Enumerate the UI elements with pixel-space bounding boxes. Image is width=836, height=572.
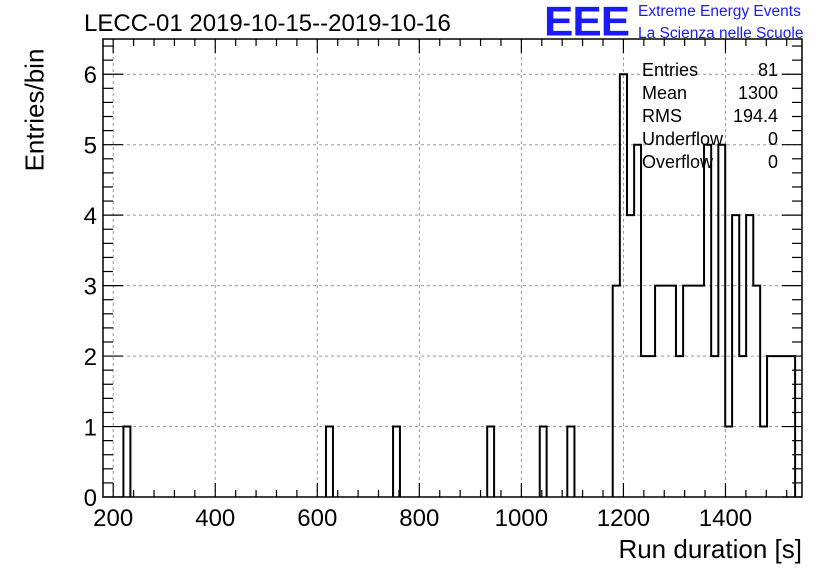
x-tick-label: 400 bbox=[195, 505, 235, 532]
histogram-bin bbox=[634, 145, 641, 497]
x-tick-label: 1000 bbox=[495, 505, 548, 532]
chart-title: LECC-01 2019-10-15--2019-10-16 bbox=[84, 10, 451, 37]
logo-line-2: La Scienza nelle Scuole bbox=[638, 25, 804, 42]
x-tick-label: 1400 bbox=[699, 505, 752, 532]
x-axis-ticks: 200 400 600 800 1000 1200 1400 bbox=[93, 39, 788, 532]
logo-line-1: Extreme Energy Events bbox=[638, 3, 801, 20]
histogram-bin bbox=[613, 286, 620, 497]
stats-key: Mean bbox=[642, 83, 688, 103]
stats-row-overflow: Overflow 0 bbox=[642, 152, 778, 175]
stats-key: Underflow bbox=[642, 129, 724, 149]
histogram-bin bbox=[487, 427, 494, 497]
x-tick-label: 600 bbox=[297, 505, 337, 532]
y-tick-label: 6 bbox=[84, 62, 97, 89]
y-axis-ticks: 0 1 2 3 4 5 6 bbox=[84, 45, 802, 512]
histogram-bin bbox=[725, 427, 732, 497]
stats-row-rms: RMS 194.4 bbox=[642, 106, 778, 129]
histogram-bin bbox=[123, 427, 130, 497]
histogram-bin bbox=[655, 286, 676, 497]
histogram-bin bbox=[393, 427, 400, 497]
stats-row-underflow: Underflow 0 bbox=[642, 129, 778, 152]
eee-logo-mark: EEE bbox=[544, 0, 630, 45]
histogram-outline bbox=[122, 73, 797, 497]
stats-row-entries: Entries 81 bbox=[642, 60, 778, 83]
stats-value: 0 bbox=[767, 152, 778, 172]
stats-key: Entries bbox=[642, 60, 699, 80]
stats-key: Overflow bbox=[642, 152, 714, 172]
y-tick-label: 5 bbox=[84, 133, 97, 160]
stats-key: RMS bbox=[642, 106, 682, 126]
histogram-bin bbox=[540, 427, 547, 497]
stats-value: 1300 bbox=[737, 83, 778, 103]
histogram-bin bbox=[718, 145, 725, 497]
histogram-bin bbox=[760, 427, 767, 497]
histogram-bin bbox=[753, 286, 760, 497]
stats-box: Entries 81 Mean 1300 RMS 194.4 Underflow… bbox=[642, 60, 778, 175]
y-axis-label: Entries/bin bbox=[19, 48, 50, 172]
histogram-bin bbox=[683, 286, 704, 497]
x-axis-label: Run duration [s] bbox=[618, 534, 802, 564]
plot-frame bbox=[102, 38, 803, 498]
x-tick-label: 1200 bbox=[597, 505, 650, 532]
stats-value: 81 bbox=[757, 60, 778, 80]
histogram-bin bbox=[704, 145, 711, 497]
x-tick-label: 200 bbox=[93, 505, 133, 532]
y-tick-label: 3 bbox=[84, 274, 97, 301]
y-tick-label: 2 bbox=[84, 344, 97, 371]
stats-value: 194.4 bbox=[732, 106, 778, 126]
y-tick-label: 1 bbox=[84, 415, 97, 442]
stats-value: 0 bbox=[767, 129, 778, 149]
histogram-bin bbox=[567, 427, 574, 497]
histogram-bin bbox=[326, 427, 333, 497]
stats-row-mean: Mean 1300 bbox=[642, 83, 778, 106]
x-tick-label: 800 bbox=[399, 505, 439, 532]
y-tick-label: 4 bbox=[84, 203, 97, 230]
y-tick-label: 0 bbox=[84, 485, 97, 512]
